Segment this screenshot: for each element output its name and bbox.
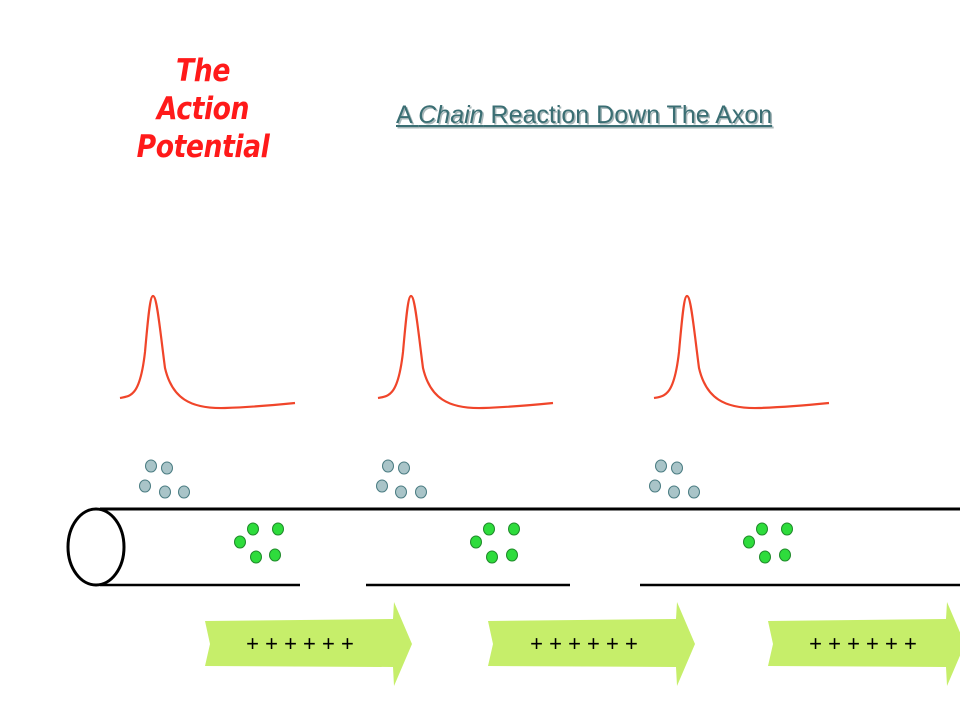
inner-ions-3 bbox=[743, 522, 793, 564]
inner-ion bbox=[781, 522, 793, 536]
outer-ions-2 bbox=[376, 459, 427, 499]
inner-ion bbox=[234, 535, 246, 549]
slide-subtitle: A Chain Reaction Down The Axon bbox=[396, 101, 772, 130]
charge-arrow-2: + + + + + + bbox=[488, 602, 695, 686]
outer-ions-1 bbox=[139, 459, 190, 499]
inner-ion bbox=[269, 548, 281, 562]
outer-ions-3 bbox=[649, 459, 700, 499]
outer-ion bbox=[159, 485, 171, 499]
inner-ion bbox=[272, 522, 284, 536]
spike-curve-2 bbox=[377, 294, 554, 410]
outer-ion bbox=[415, 485, 427, 499]
inner-ion bbox=[250, 550, 262, 564]
inner-ion bbox=[470, 535, 482, 549]
outer-ion bbox=[145, 459, 157, 473]
subtitle-prefix: A bbox=[396, 101, 419, 129]
outer-ion bbox=[668, 485, 680, 499]
arrow-shape bbox=[768, 602, 960, 686]
slide-title: The Action Potential bbox=[130, 52, 276, 166]
inner-ion bbox=[508, 522, 520, 536]
inner-ion bbox=[483, 522, 495, 536]
outer-ion bbox=[649, 479, 661, 493]
charge-arrow-3: + + + + + + bbox=[768, 602, 960, 686]
charge-arrows: + + + + + + + + + + + + + + + + + + bbox=[205, 602, 960, 686]
arrow-shape bbox=[205, 602, 412, 686]
spike-curves bbox=[119, 294, 830, 410]
plus-charges-label: + + + + + + bbox=[246, 631, 354, 656]
spike-curve-1 bbox=[119, 294, 296, 410]
inner-ion bbox=[779, 548, 791, 562]
outer-ion bbox=[376, 479, 388, 493]
outer-ion bbox=[688, 485, 700, 499]
inner-ions-2 bbox=[470, 522, 520, 564]
axon-cross-section bbox=[66, 507, 126, 587]
inner-ions-1 bbox=[234, 522, 284, 564]
plus-charges-label: + + + + + + bbox=[530, 631, 638, 656]
outer-ion-groups bbox=[139, 459, 700, 499]
inner-ion bbox=[759, 550, 771, 564]
outer-ion bbox=[178, 485, 190, 499]
title-line-2: Action bbox=[156, 91, 250, 127]
outer-ion bbox=[398, 461, 410, 475]
title-line-1: The bbox=[176, 53, 230, 89]
arrow-shape bbox=[488, 602, 695, 686]
inner-ion bbox=[247, 522, 259, 536]
inner-ion bbox=[756, 522, 768, 536]
plus-charges-label: + + + + + + bbox=[809, 631, 917, 656]
charge-arrow-1: + + + + + + bbox=[205, 602, 412, 686]
subtitle-suffix: Reaction Down The Axon bbox=[483, 101, 773, 129]
outer-ion bbox=[671, 461, 683, 475]
inner-ion bbox=[743, 535, 755, 549]
spike-curve-3 bbox=[653, 294, 830, 410]
outer-ion bbox=[161, 461, 173, 475]
outer-ion bbox=[139, 479, 151, 493]
outer-ion bbox=[395, 485, 407, 499]
inner-ion-groups bbox=[234, 522, 793, 564]
inner-ion bbox=[506, 548, 518, 562]
axon bbox=[66, 507, 960, 587]
outer-ion bbox=[655, 459, 667, 473]
outer-ion bbox=[382, 459, 394, 473]
title-line-3: Potential bbox=[136, 129, 270, 165]
subtitle-emphasis: Chain bbox=[418, 101, 484, 129]
inner-ion bbox=[486, 550, 498, 564]
